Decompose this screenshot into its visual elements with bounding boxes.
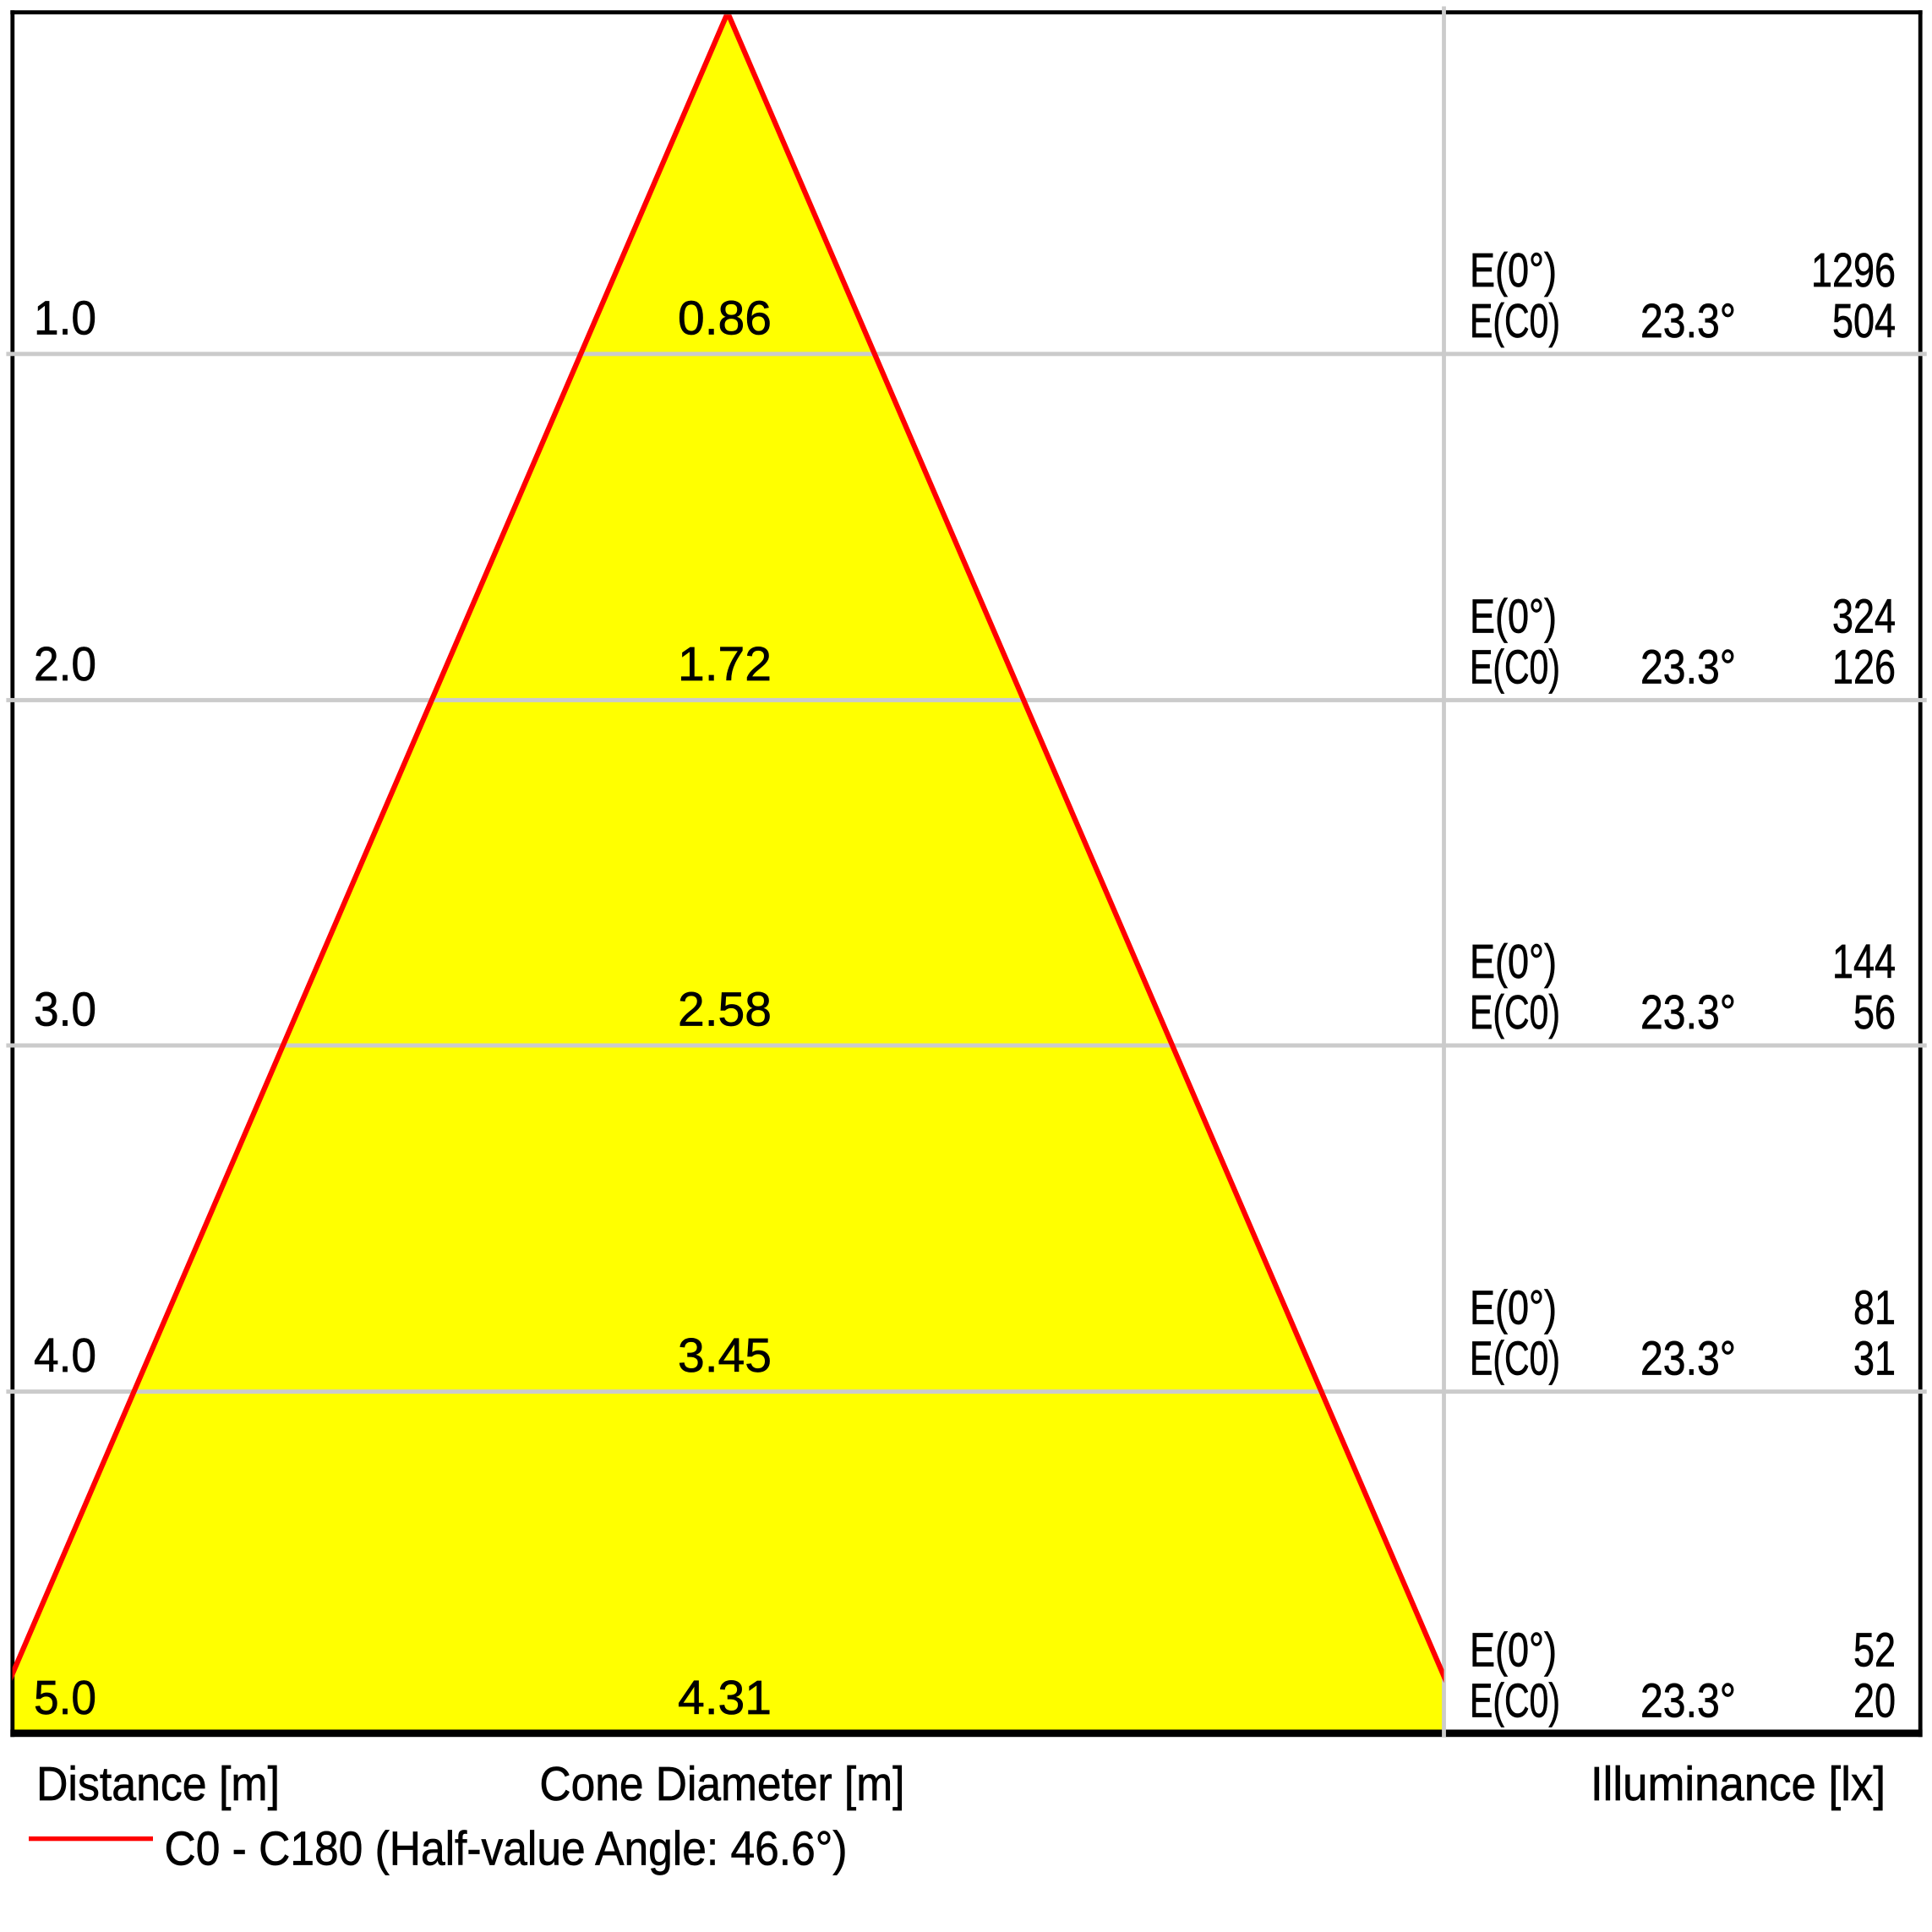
svg-text:Distance [m]: Distance [m] xyxy=(36,1757,280,1811)
svg-text:56: 56 xyxy=(1853,985,1896,1040)
svg-text:2.58: 2.58 xyxy=(678,983,772,1037)
svg-text:E(C0): E(C0) xyxy=(1470,985,1560,1040)
svg-text:23.3°: 23.3° xyxy=(1640,1332,1736,1386)
svg-text:Cone Diameter [m]: Cone Diameter [m] xyxy=(539,1757,904,1811)
svg-text:E(0°): E(0°) xyxy=(1470,935,1557,989)
svg-text:52: 52 xyxy=(1853,1623,1896,1677)
svg-text:23.3°: 23.3° xyxy=(1640,294,1736,348)
svg-text:23.3°: 23.3° xyxy=(1640,1673,1736,1727)
svg-text:1.72: 1.72 xyxy=(678,637,772,691)
svg-text:144: 144 xyxy=(1832,935,1896,989)
svg-text:4.0: 4.0 xyxy=(34,1329,96,1383)
svg-text:31: 31 xyxy=(1853,1332,1896,1386)
svg-text:2.0: 2.0 xyxy=(34,637,96,691)
svg-text:E(C0): E(C0) xyxy=(1470,1332,1560,1386)
svg-text:0.86: 0.86 xyxy=(678,291,772,345)
svg-text:4.31: 4.31 xyxy=(678,1671,772,1725)
svg-text:E(0°): E(0°) xyxy=(1470,1281,1557,1335)
svg-text:1296: 1296 xyxy=(1811,243,1896,297)
svg-text:126: 126 xyxy=(1832,640,1896,694)
svg-text:E(0°): E(0°) xyxy=(1470,589,1557,643)
svg-text:C0 - C180 (Half-value Angle: 4: C0 - C180 (Half-value Angle: 46.6°) xyxy=(165,1822,848,1876)
svg-text:E(0°): E(0°) xyxy=(1470,243,1557,297)
svg-text:23.3°: 23.3° xyxy=(1640,640,1736,694)
svg-text:E(0°): E(0°) xyxy=(1470,1623,1557,1677)
svg-text:1.0: 1.0 xyxy=(34,291,96,345)
svg-text:3.0: 3.0 xyxy=(34,983,96,1037)
svg-text:3.45: 3.45 xyxy=(678,1329,772,1383)
svg-text:20: 20 xyxy=(1853,1673,1896,1727)
svg-text:81: 81 xyxy=(1853,1281,1896,1335)
svg-text:E(C0): E(C0) xyxy=(1470,1673,1560,1727)
svg-text:E(C0): E(C0) xyxy=(1470,294,1560,348)
svg-text:Illuminance [lx]: Illuminance [lx] xyxy=(1591,1757,1886,1811)
svg-text:324: 324 xyxy=(1832,589,1896,643)
svg-text:23.3°: 23.3° xyxy=(1640,985,1736,1040)
svg-text:5.0: 5.0 xyxy=(34,1671,96,1725)
svg-text:504: 504 xyxy=(1832,294,1896,348)
svg-text:E(C0): E(C0) xyxy=(1470,640,1560,694)
